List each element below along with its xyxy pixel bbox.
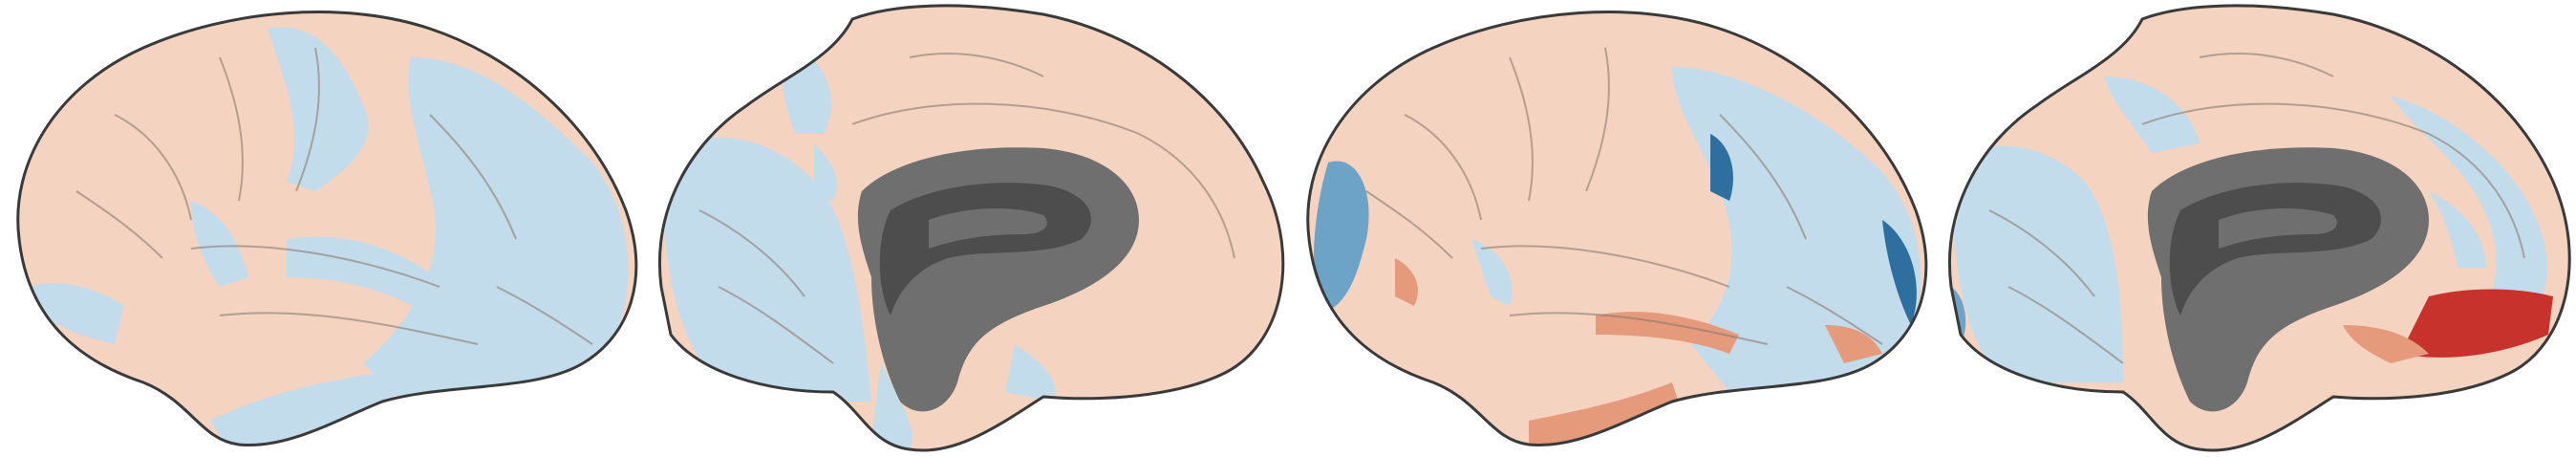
medial-cortex-2: [659, 5, 1283, 451]
medial-sulci-4: [1988, 53, 2525, 364]
lateral-outline-3: [1306, 11, 1928, 447]
brain-panel-lateral-1: [0, 0, 650, 457]
lateral-brain-svg-1: [16, 11, 638, 447]
medial-brain-svg-2: [658, 4, 1285, 452]
medial-brain-svg-4: [1948, 4, 2571, 452]
brain-panel-lateral-3: [1290, 0, 1940, 457]
brain-panel-medial-2: [642, 0, 1292, 457]
lateral-sulci-3: [1365, 47, 1883, 345]
medial-outline-4: [1948, 4, 2571, 452]
brain-panel-medial-4: [1932, 0, 2576, 457]
medial-sulci-2: [698, 53, 1235, 364]
lateral-outline-1: [16, 11, 638, 447]
medial-cortex-4: [1949, 5, 2570, 451]
lateral-cortex-1: [17, 11, 636, 446]
lateral-sulci-1: [75, 47, 593, 345]
lateral-brain-svg-3: [1306, 11, 1928, 447]
medial-outline-2: [658, 4, 1285, 452]
lateral-cortex-3: [1307, 11, 1926, 446]
